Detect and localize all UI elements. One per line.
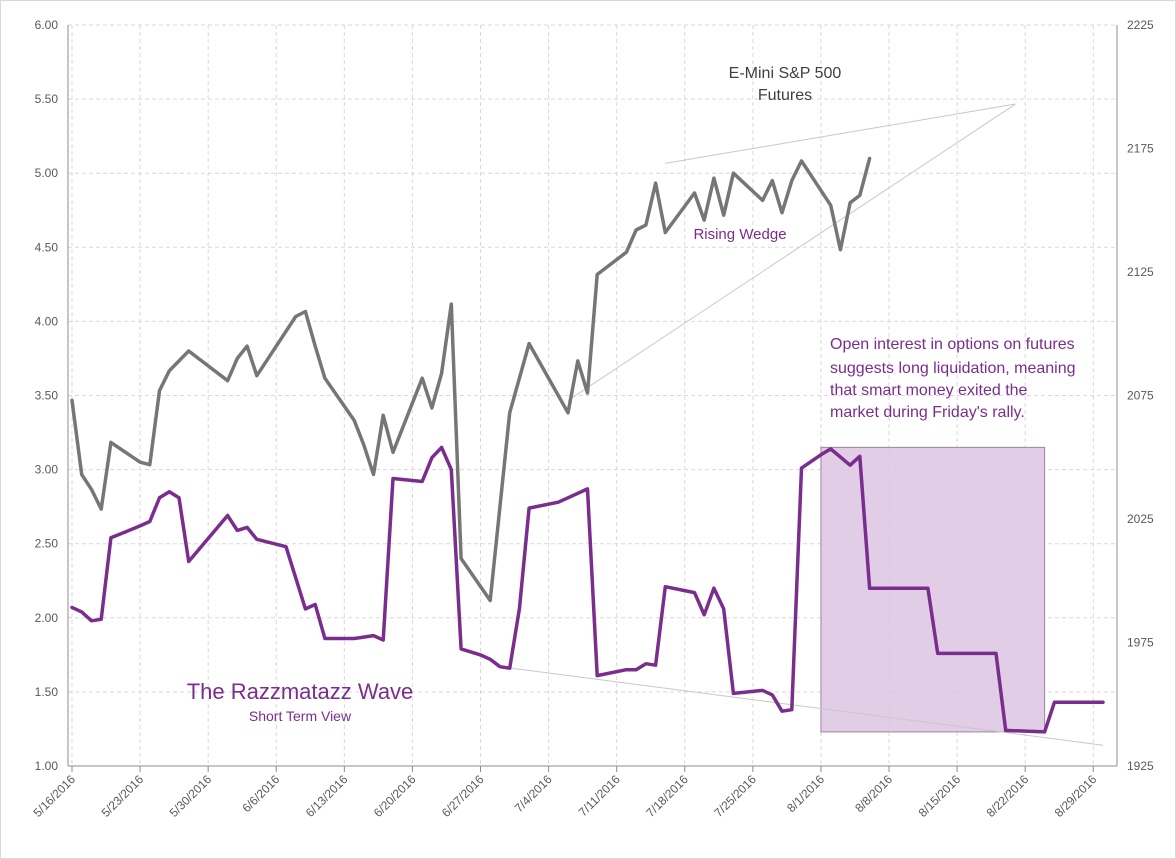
wedge-lines (499, 103, 1104, 746)
y-right-tick-label: 1925 (1127, 759, 1154, 773)
y-left-tick-label: 2.00 (35, 611, 59, 625)
y-left-tick-label: 2.50 (35, 537, 59, 551)
note-line-1: Open interest in options on futures (830, 336, 1075, 353)
y-right-tick-label: 2075 (1127, 389, 1154, 403)
y-left-tick-label: 3.00 (35, 463, 59, 477)
y-right-tick-label: 2025 (1127, 512, 1154, 526)
wedge-trendline (665, 103, 1016, 164)
wave-title: The Razzmatazz Wave (187, 679, 414, 704)
wedge-trendline (499, 666, 1104, 746)
note-line-2: suggests long liquidation, meaning (830, 360, 1076, 377)
note-line-3: that smart money exited the (830, 382, 1028, 399)
wedge-trendline (567, 103, 1016, 401)
y-left-tick-label: 5.00 (35, 166, 59, 180)
y-left-tick-label: 4.50 (35, 240, 59, 254)
highlight-box-layer (820, 446, 1046, 733)
futures-label-line2: Futures (758, 87, 812, 104)
futures-label-line1: E-Mini S&P 500 (729, 65, 842, 82)
y-right-tick-label: 2175 (1127, 142, 1154, 156)
rising-wedge-label: Rising Wedge (693, 226, 786, 243)
y-right-tick-label: 2125 (1127, 265, 1154, 279)
futures-series-line (70, 156, 872, 603)
y-left-tick-label: 3.50 (35, 389, 59, 403)
wave-subtitle: Short Term View (249, 708, 352, 724)
highlight-box (820, 446, 1046, 733)
y-left-tick-label: 1.00 (35, 759, 59, 773)
series-lines (70, 156, 1105, 734)
y-right-tick-label: 2225 (1127, 18, 1154, 32)
y-right-tick-label: 1975 (1127, 636, 1154, 650)
y-left-tick-label: 6.00 (35, 18, 59, 32)
wave-series-line (70, 445, 1105, 734)
y-left-tick-label: 4.00 (35, 314, 59, 328)
y-left-tick-label: 1.50 (35, 685, 59, 699)
note-line-4: market during Friday's rally. (830, 404, 1025, 421)
y-left-tick-label: 5.50 (35, 92, 59, 106)
